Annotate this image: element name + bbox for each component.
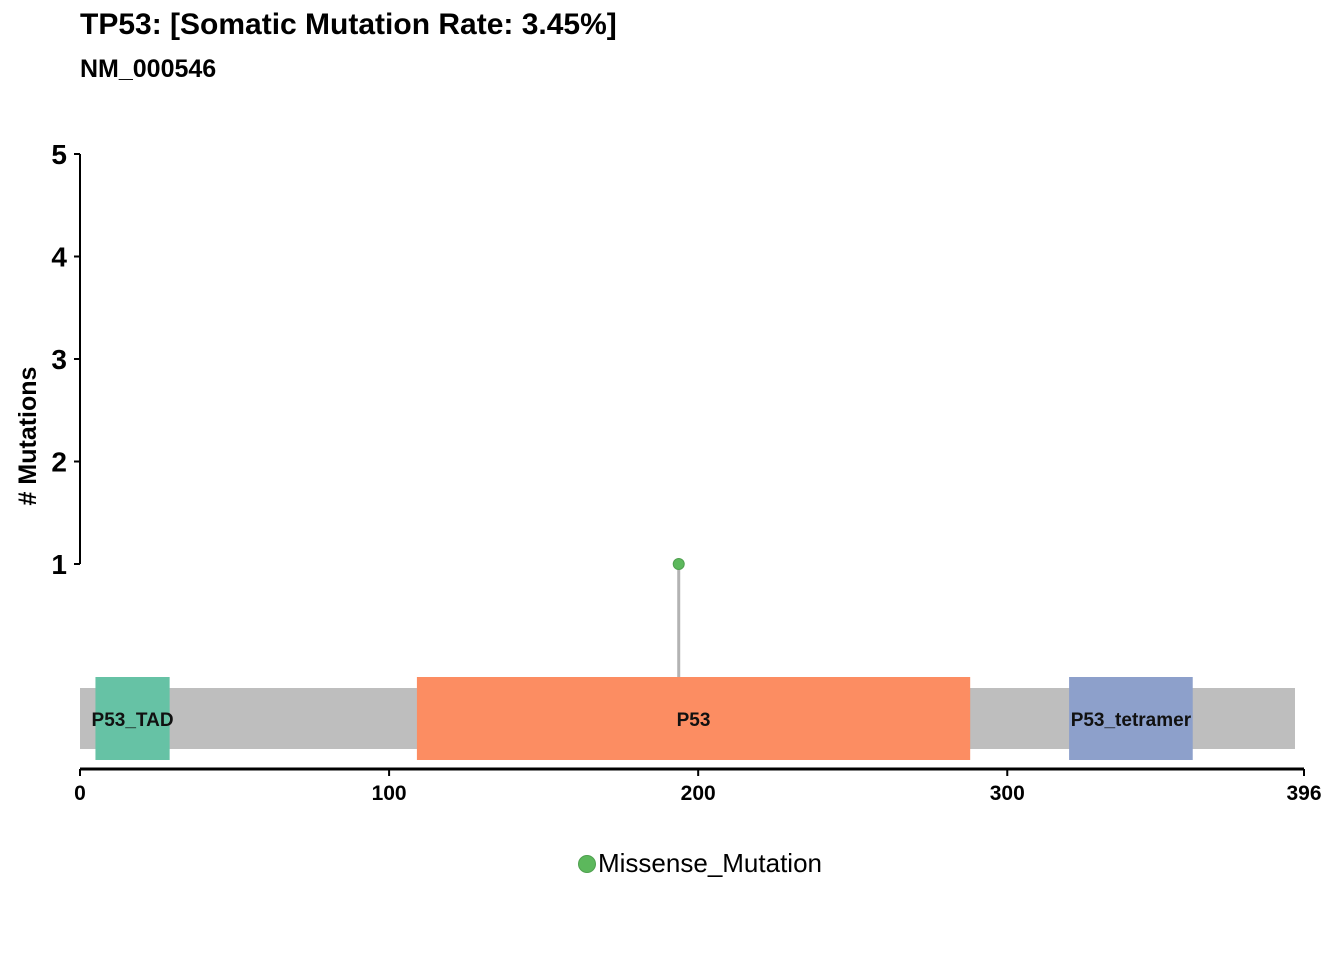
legend-label: Missense_Mutation	[598, 848, 822, 878]
x-tick-label: 396	[1286, 782, 1321, 805]
domain-p53-tad	[95, 677, 170, 760]
legend-marker	[578, 854, 596, 873]
x-tick-label: 300	[990, 782, 1025, 805]
y-axis-label: # Mutations	[14, 367, 42, 506]
y-axis: 1 2 3 4 5	[51, 139, 81, 580]
mutation-point	[672, 558, 685, 570]
protein-track: P53_TAD P53 P53_tetramer	[80, 677, 1295, 760]
domain-p53	[416, 677, 971, 760]
y-tick-label: 2	[51, 447, 67, 478]
x-tick-label: 200	[681, 782, 716, 805]
y-tick-label: 1	[51, 549, 67, 580]
y-tick-label: 3	[51, 344, 67, 375]
domain-label: P53_tetramer	[1071, 710, 1192, 731]
domain-p53-tetramer	[1069, 677, 1193, 760]
y-tick-label: 5	[51, 139, 67, 170]
legend: Missense_Mutation	[578, 848, 822, 879]
domain-label: P53	[677, 710, 711, 731]
x-axis: 0 100 200 300 396	[74, 767, 1322, 805]
y-tick-label: 4	[51, 242, 67, 273]
x-tick-label: 0	[74, 782, 86, 805]
chart-title: TP53: [Somatic Mutation Rate: 3.45%]	[80, 8, 617, 41]
domain-label: P53_TAD	[92, 710, 174, 731]
chart-subtitle: NM_000546	[80, 55, 217, 83]
x-tick-label: 100	[372, 782, 407, 805]
lollipop-heads	[672, 558, 685, 570]
